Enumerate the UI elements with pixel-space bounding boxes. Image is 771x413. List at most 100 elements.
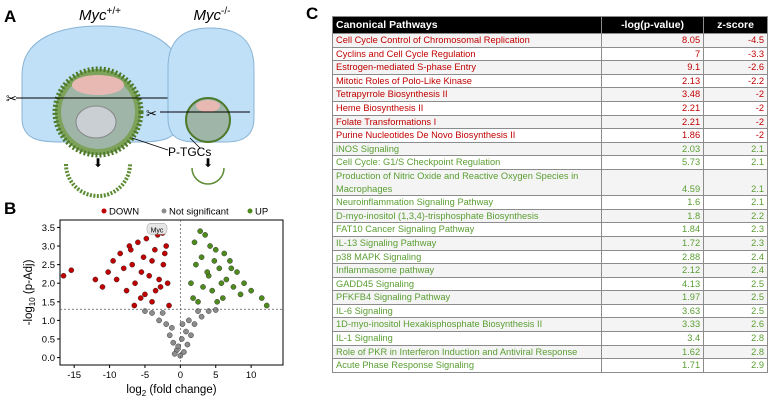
pathway-name: IL-6 Signaling — [332, 303, 602, 319]
table-row: Neuroinflammation Signaling Pathway 1.6 2.… — [332, 195, 768, 210]
point — [195, 298, 201, 305]
table-row: Heme Biosynthesis II 2.21 -2 — [332, 100, 768, 116]
point — [216, 265, 223, 272]
value-cell: 1.84 — [600, 222, 705, 237]
panel-label: C — [306, 4, 318, 23]
point — [198, 313, 205, 320]
table-row: PFKFB4 Signaling Pathway 1.97 2.5 — [332, 290, 768, 305]
value-cell: 3.4 — [600, 331, 705, 346]
point — [152, 287, 159, 294]
x-tick-label: -5 — [141, 370, 149, 381]
pathway-name: iNOS Signaling — [332, 141, 602, 157]
conceptus — [185, 97, 231, 143]
pointer — [131, 137, 169, 151]
p-tgc-layer — [191, 167, 225, 185]
point — [149, 258, 155, 264]
value-cell: -2.2 — [703, 73, 768, 89]
point — [241, 280, 247, 287]
legend-marker — [247, 208, 253, 214]
pathway-name: Tetrapyrrole Biosynthesis II — [332, 87, 602, 102]
decidua — [196, 100, 220, 112]
arrow: ⬇ — [203, 156, 213, 170]
table-row: p38 MAPK Signaling 2.88 2.4 — [332, 249, 768, 265]
point — [163, 243, 169, 249]
point — [200, 284, 206, 290]
genotype: +/+ — [107, 6, 122, 17]
header-cell: Canonical Pathways — [332, 16, 602, 34]
point — [212, 307, 219, 313]
value-cell: -2 — [703, 87, 768, 102]
point — [191, 239, 198, 246]
value-cell: 3.63 — [600, 303, 705, 319]
point — [228, 265, 235, 272]
value-cell: 3.48 — [600, 87, 705, 102]
value-cell: 2.03 — [600, 141, 705, 157]
point — [160, 261, 167, 268]
point — [230, 284, 237, 290]
y-tick-label: 2.5 — [42, 260, 55, 271]
point — [149, 310, 155, 316]
point — [105, 269, 111, 275]
header-cell: z-score — [703, 16, 768, 34]
value-cell: 2.21 — [600, 114, 705, 130]
point — [218, 280, 225, 287]
p-tgc-layer — [64, 163, 132, 198]
y-tick-label: 0.0 — [42, 353, 55, 364]
value-cell: 2.88 — [600, 249, 705, 265]
point — [258, 295, 265, 301]
x-tick-label: 10 — [246, 370, 257, 381]
point — [140, 254, 147, 260]
point — [146, 272, 152, 279]
value-cell: 2.4 — [703, 263, 768, 278]
value-cell: -3.3 — [703, 46, 768, 62]
annotation-box — [146, 223, 168, 235]
value-cell: 2.8 — [703, 344, 768, 360]
value-cell: -2 — [703, 128, 768, 143]
decidua — [72, 75, 124, 95]
value-cell: 3.33 — [600, 317, 705, 333]
point — [166, 332, 173, 339]
value-cell: -2 — [703, 114, 768, 130]
point — [181, 349, 187, 355]
point — [170, 339, 177, 346]
value-cell: 2.9 — [703, 358, 768, 373]
point — [209, 287, 216, 294]
value-cell: 2.13 — [600, 73, 705, 89]
point — [169, 325, 175, 331]
scissors: ✂ — [146, 106, 157, 121]
table-row: IL-6 Signaling 3.63 2.5 — [332, 303, 768, 319]
table-row: Folate Transformations I 2.21 -2 — [332, 114, 768, 130]
plot-frame — [59, 219, 284, 366]
pathway-name: Role of PKR in Interferon Induction and … — [332, 344, 602, 360]
value-cell: 1.72 — [600, 235, 705, 251]
point — [135, 239, 141, 246]
point — [234, 269, 240, 275]
point — [184, 341, 191, 348]
y-axis-label-part: (p-Adj) — [23, 259, 35, 297]
point — [263, 302, 270, 309]
point — [221, 250, 228, 257]
table-row: IL-1 Signaling 3.4 2.8 — [332, 331, 768, 346]
panel-label: B — [4, 199, 16, 218]
table-row: D-myo-inositol (1,3,4)-trisphosphate Bio… — [332, 208, 768, 224]
panel-label: A — [4, 7, 16, 26]
pathway-name: Neuroinflammation Signaling Pathway — [332, 195, 602, 210]
pathway-name: Production of Nitric Oxide and Reactive … — [332, 168, 602, 197]
point — [157, 284, 164, 290]
x-axis-label-part: (fold change) — [146, 384, 216, 396]
point — [123, 287, 130, 294]
point — [120, 265, 127, 272]
point — [143, 235, 150, 242]
value-cell: 2.1 — [703, 155, 768, 170]
y-axis-label-part: 10 — [28, 297, 37, 306]
pathway-name: GADD45 Signaling — [332, 276, 602, 292]
value-cell: 1.71 — [600, 358, 705, 373]
point — [163, 321, 169, 327]
arrow: ⬇ — [93, 156, 103, 170]
point — [99, 284, 106, 290]
point — [202, 232, 208, 238]
table-row: Role of PKR in Interferon Induction and … — [332, 344, 768, 360]
legend-marker — [101, 208, 107, 214]
value-cell: 2.5 — [703, 276, 768, 292]
